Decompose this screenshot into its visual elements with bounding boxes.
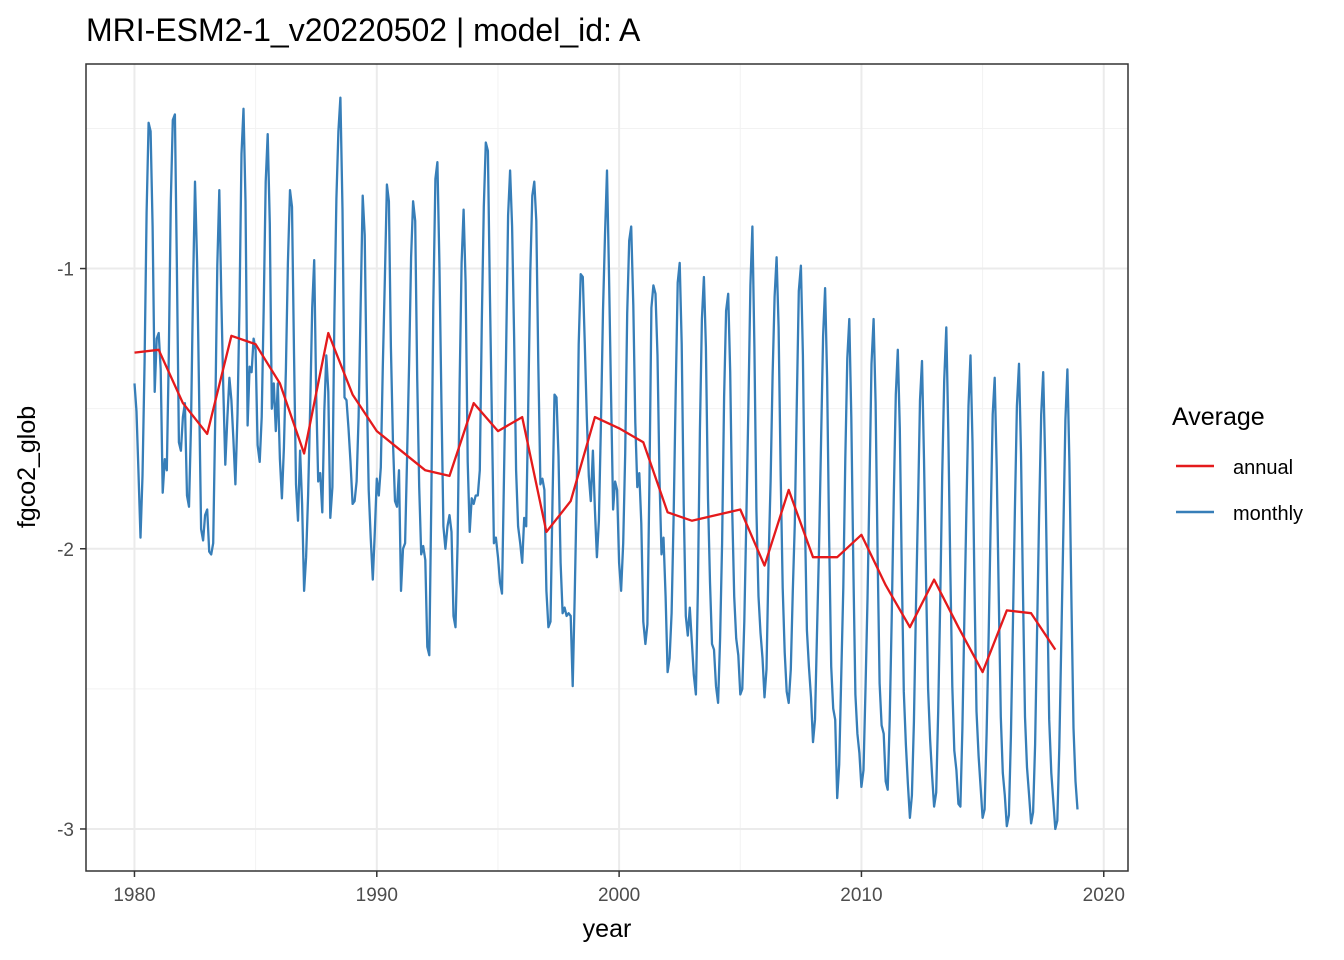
x-tick-label: 1980 [113, 885, 155, 906]
x-axis: 1980 1990 2000 2010 2020 [113, 871, 1125, 906]
legend-label-annual: annual [1233, 457, 1293, 479]
x-tick-label: 1990 [356, 885, 398, 906]
x-tick-label: 2000 [598, 885, 640, 906]
y-axis: -3 -2 -1 [57, 260, 86, 841]
x-tick-label: 2020 [1083, 885, 1125, 906]
grid [86, 64, 1128, 871]
y-axis-title: fgco2_glob [13, 406, 41, 528]
x-axis-title: year [583, 915, 632, 943]
y-tick-label: -3 [57, 820, 74, 841]
y-tick-label: -2 [57, 540, 74, 561]
y-tick-label: -1 [57, 260, 74, 281]
plot-panel-border [85, 63, 1129, 872]
legend-label-monthly: monthly [1233, 503, 1303, 525]
legend-title: Average [1172, 403, 1265, 431]
chart-title: MRI-ESM2-1_v20220502 | model_id: A [86, 12, 641, 48]
legend: Average annual monthly [1172, 403, 1303, 525]
series-line-annual [134, 331, 1057, 674]
series-line-monthly [133, 96, 1079, 831]
x-tick-label: 2010 [840, 885, 882, 906]
series-layer [133, 96, 1079, 831]
